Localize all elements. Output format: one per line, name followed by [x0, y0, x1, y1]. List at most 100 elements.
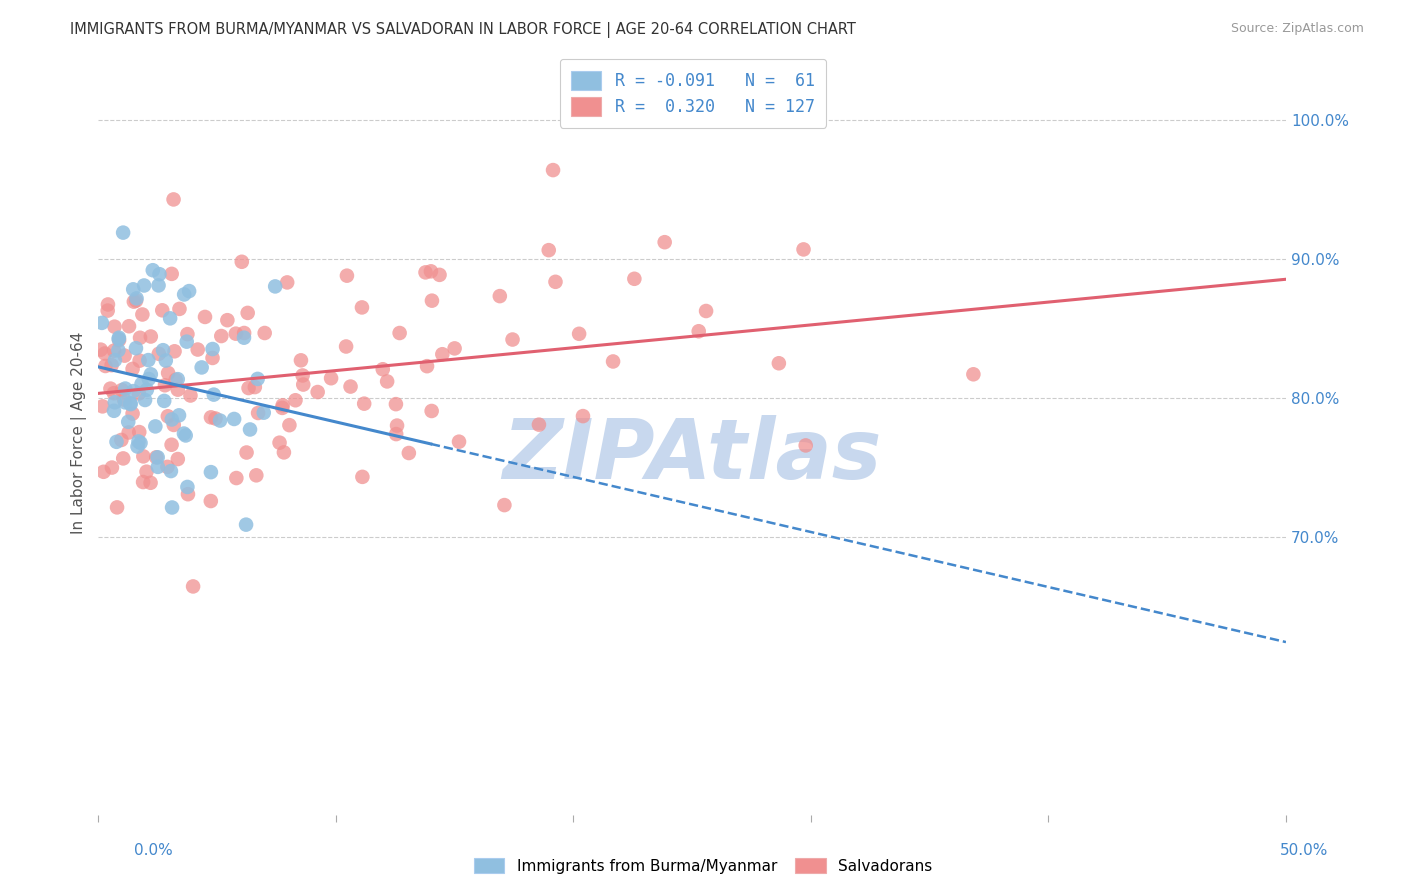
Point [246, 372, 269, 386]
Point [335, 339, 357, 353]
Point [371, 362, 394, 376]
Point [105, 434, 128, 449]
Point [253, 326, 276, 340]
Point [432, 347, 454, 361]
Point [112, 226, 135, 240]
Point [111, 383, 134, 397]
Point [385, 418, 408, 433]
Point [108, 333, 131, 347]
Point [146, 459, 169, 474]
Point [541, 163, 564, 178]
Point [443, 342, 465, 356]
Point [118, 425, 141, 440]
Point [243, 380, 266, 394]
Point [233, 326, 256, 340]
Point [142, 263, 165, 277]
Point [238, 381, 260, 395]
Point [143, 419, 166, 434]
Text: ZIPAtlas: ZIPAtlas [502, 415, 882, 496]
Point [494, 498, 516, 512]
Point [962, 368, 984, 382]
Point [420, 404, 443, 418]
Point [488, 289, 510, 303]
Point [447, 434, 470, 449]
Point [173, 426, 195, 441]
Point [271, 398, 294, 412]
Point [247, 406, 270, 420]
Point [420, 293, 443, 308]
Point [159, 311, 181, 326]
Point [160, 267, 183, 281]
Point [792, 243, 814, 257]
Point [139, 475, 162, 490]
Point [264, 279, 287, 293]
Point [284, 393, 307, 408]
Point [336, 268, 359, 283]
Point [160, 464, 183, 478]
Point [148, 278, 170, 293]
Point [339, 379, 361, 393]
Point [174, 428, 197, 442]
Point [179, 388, 201, 402]
Point [273, 445, 295, 459]
Point [292, 377, 315, 392]
Point [177, 487, 200, 501]
Point [100, 358, 122, 372]
Point [156, 409, 179, 424]
Point [152, 343, 174, 358]
Point [112, 451, 135, 466]
Point [165, 373, 187, 387]
Point [181, 579, 204, 593]
Point [166, 383, 188, 397]
Point [290, 353, 312, 368]
Point [135, 465, 157, 479]
Text: Source: ZipAtlas.com: Source: ZipAtlas.com [1230, 22, 1364, 36]
Point [307, 385, 329, 400]
Point [94, 359, 117, 373]
Point [131, 308, 153, 322]
Point [132, 450, 155, 464]
Point [105, 500, 128, 515]
Point [235, 445, 257, 459]
Point [107, 343, 129, 358]
Point [209, 329, 232, 343]
Point [97, 297, 120, 311]
Point [94, 346, 117, 360]
Point [153, 378, 176, 392]
Point [127, 434, 149, 449]
Point [236, 306, 259, 320]
Point [602, 354, 624, 368]
Point [204, 411, 226, 425]
Point [200, 494, 222, 508]
Point [537, 243, 560, 257]
Point [139, 329, 162, 343]
Point [114, 382, 136, 396]
Point [420, 264, 443, 278]
Point [235, 517, 257, 532]
Point [568, 326, 591, 341]
Point [794, 438, 817, 452]
Point [239, 422, 262, 436]
Point [209, 413, 232, 427]
Point [120, 397, 142, 411]
Point [136, 353, 159, 368]
Point [352, 470, 374, 484]
Point [108, 331, 131, 345]
Point [125, 292, 148, 306]
Point [245, 468, 267, 483]
Point [103, 319, 125, 334]
Point [148, 347, 170, 361]
Point [128, 425, 150, 439]
Point [125, 293, 148, 308]
Point [121, 362, 143, 376]
Point [120, 396, 142, 410]
Point [160, 500, 183, 515]
Point [231, 254, 253, 268]
Point [224, 412, 246, 426]
Point [200, 410, 222, 425]
Point [353, 397, 375, 411]
Point [90, 343, 112, 357]
Point [688, 324, 710, 338]
Point [90, 316, 112, 330]
Point [129, 436, 152, 450]
